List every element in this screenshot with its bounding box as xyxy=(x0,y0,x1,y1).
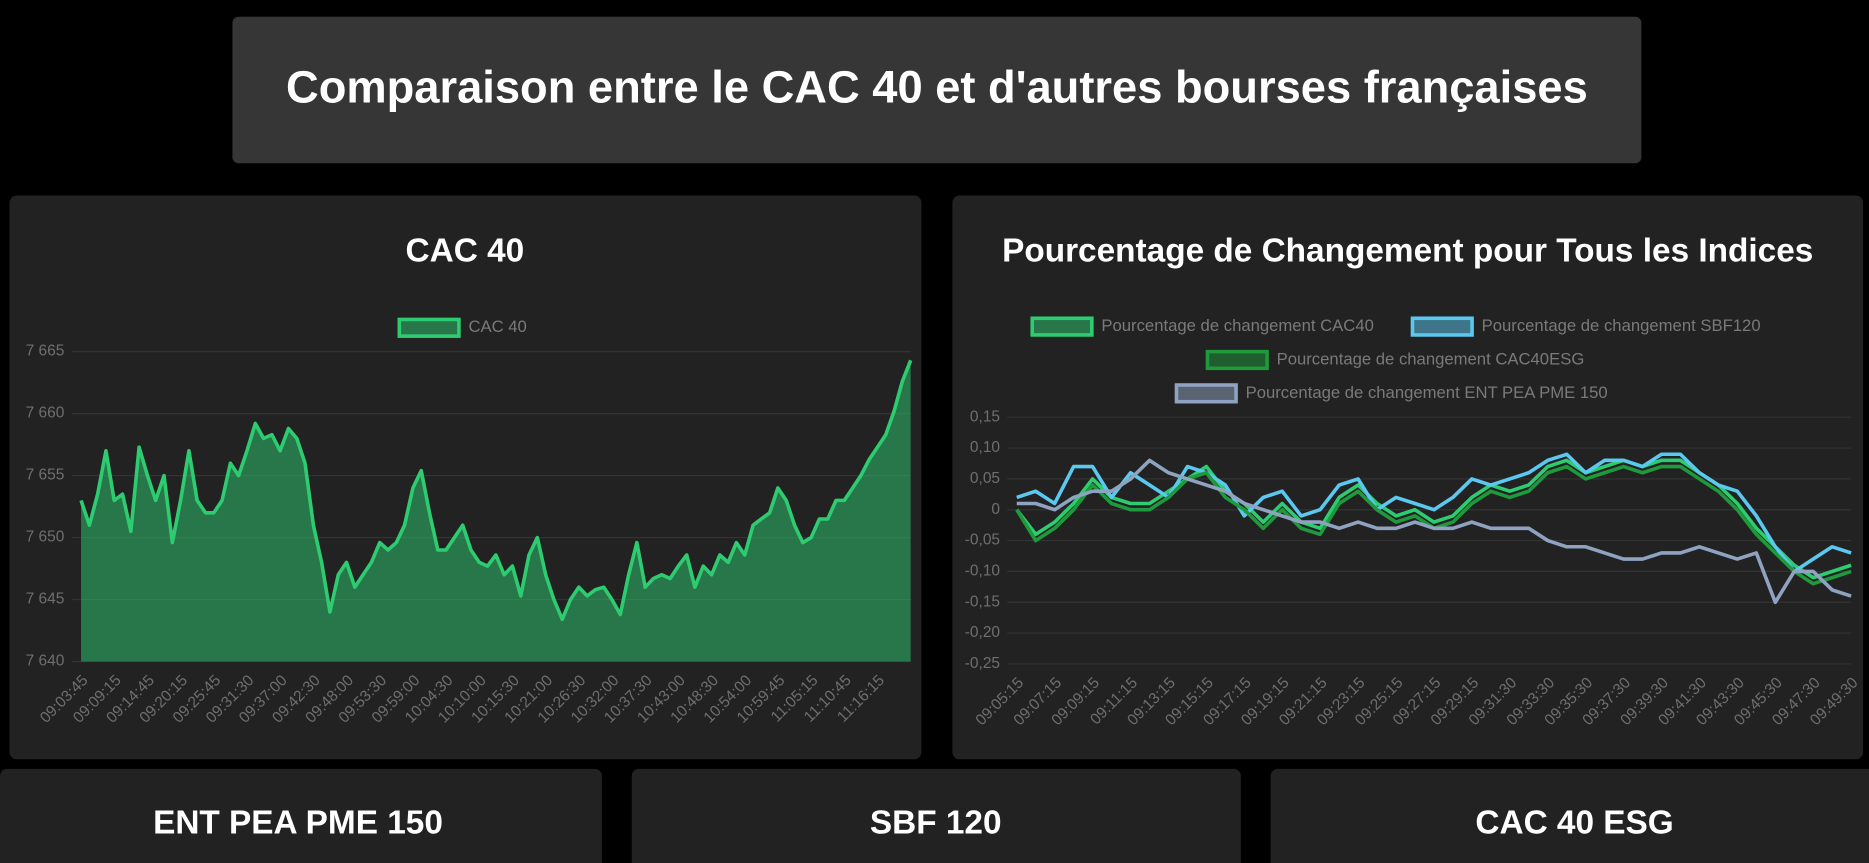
legend-swatch xyxy=(1030,316,1094,337)
index-card xyxy=(0,768,602,863)
legend-label: Pourcentage de changement SBF120 xyxy=(1482,316,1761,335)
card-title: SBF 120 xyxy=(870,805,1002,842)
legend-label: Pourcentage de changement ENT PEA PME 15… xyxy=(1246,383,1608,402)
y-tick-label: -0,10 xyxy=(965,563,1000,580)
legend-swatch xyxy=(1205,349,1269,371)
header-box xyxy=(232,16,1642,164)
y-tick-label: 7 665 xyxy=(26,343,65,360)
line xyxy=(79,359,913,622)
y-tick-label: 7 645 xyxy=(26,591,65,608)
area xyxy=(81,360,911,662)
y-tick-label: 7 660 xyxy=(26,405,65,422)
y-tick-label: -0,05 xyxy=(965,532,1000,549)
card-title: ENT PEA PME 150 xyxy=(153,805,443,842)
y-tick-label: 7 655 xyxy=(26,467,65,484)
legend-label: CAC 40 xyxy=(468,317,526,336)
y-tick-label: 0,10 xyxy=(970,439,1000,456)
legend-swatch xyxy=(397,317,461,338)
y-tick-label: 7 650 xyxy=(26,529,65,546)
index-card xyxy=(631,768,1241,863)
y-tick-label: 0 xyxy=(991,501,1000,518)
y-tick-label: 7 640 xyxy=(26,653,65,670)
legend-label: Pourcentage de changement CAC40 xyxy=(1101,316,1373,335)
line xyxy=(1016,452,1852,574)
y-tick-label: -0,20 xyxy=(965,624,1000,641)
legend-swatch xyxy=(1174,383,1238,404)
line xyxy=(1016,458,1852,605)
y-tick-label: -0,25 xyxy=(965,655,1000,672)
chart-title: Pourcentage de Changement pour Tous les … xyxy=(1002,233,1813,270)
page-title: Comparaison entre le CAC 40 et d'autres … xyxy=(286,62,1588,113)
y-tick-label: 0,15 xyxy=(970,408,1000,425)
chart-title: CAC 40 xyxy=(406,233,525,270)
y-tick-label: 0,05 xyxy=(970,470,1000,487)
legend-swatch xyxy=(1410,316,1474,337)
y-tick-label: -0,15 xyxy=(965,593,1000,610)
index-card xyxy=(1270,768,1869,863)
card-title: CAC 40 ESG xyxy=(1475,805,1673,842)
legend-label: Pourcentage de changement CAC40ESG xyxy=(1277,349,1585,368)
chart-card xyxy=(952,195,1864,760)
